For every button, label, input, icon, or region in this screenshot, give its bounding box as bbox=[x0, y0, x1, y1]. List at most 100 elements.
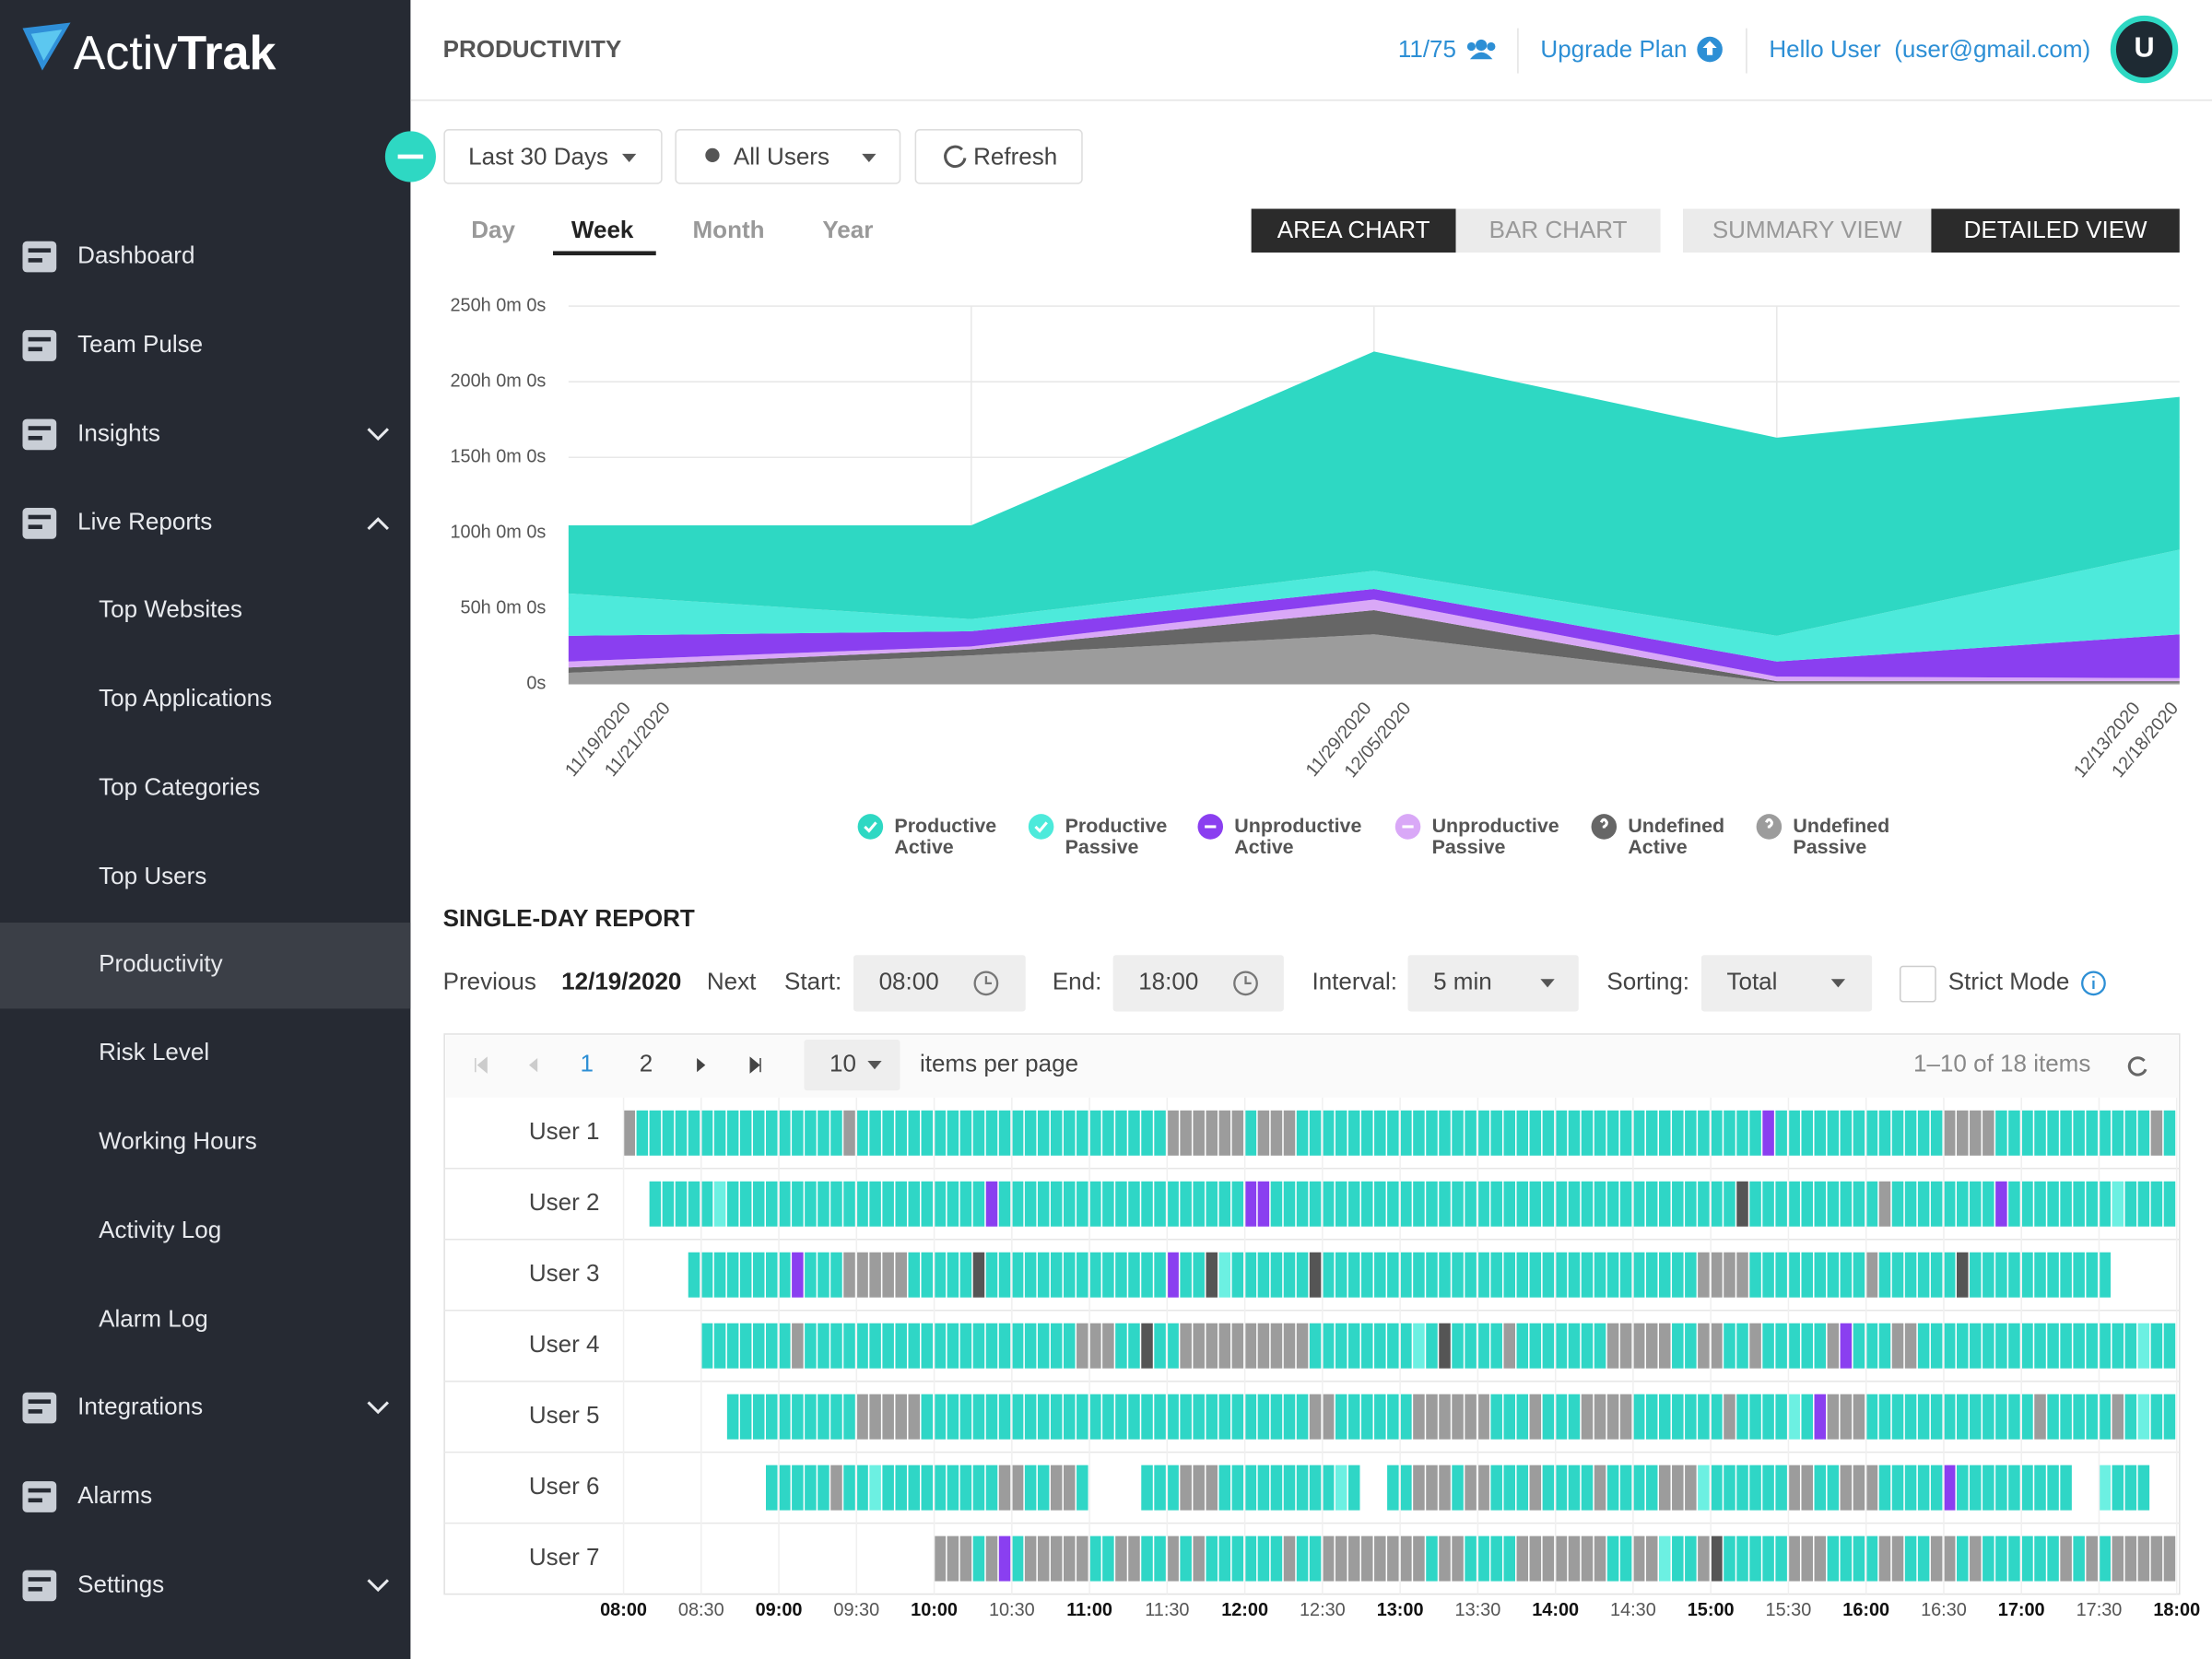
toggle[interactable] bbox=[1251, 208, 1456, 253]
activity-block bbox=[1218, 1323, 1231, 1369]
activity-block bbox=[1387, 1323, 1399, 1369]
legend-icon[interactable] bbox=[1028, 814, 1054, 840]
interval-select[interactable] bbox=[1407, 955, 1579, 1012]
nav-item[interactable]: Team Pulse bbox=[77, 330, 203, 358]
activity-block bbox=[1077, 1252, 1088, 1298]
user-name[interactable]: User 5 bbox=[529, 1401, 600, 1429]
next-link[interactable]: Next bbox=[707, 968, 757, 995]
activity-block bbox=[1011, 1110, 1024, 1156]
period-tab[interactable]: Year bbox=[822, 216, 873, 243]
activity-block bbox=[1361, 1181, 1373, 1227]
user-name[interactable]: User 6 bbox=[529, 1472, 600, 1500]
pager-page[interactable]: 1 bbox=[581, 1049, 594, 1077]
activity-block bbox=[1154, 1110, 1166, 1156]
start-input[interactable] bbox=[853, 955, 1026, 1012]
sorting-select[interactable] bbox=[1700, 955, 1873, 1012]
period-tab[interactable]: Day bbox=[471, 216, 515, 243]
grid-refresh[interactable] bbox=[2127, 1056, 2147, 1077]
activity-block bbox=[1827, 1465, 1840, 1511]
upgrade-link[interactable]: Upgrade Plan bbox=[1540, 35, 1687, 63]
activity-block bbox=[1077, 1535, 1088, 1582]
toggle[interactable] bbox=[1931, 208, 2180, 253]
activity-block bbox=[2086, 1181, 2098, 1227]
activity-block bbox=[1840, 1323, 1853, 1369]
end-input[interactable] bbox=[1112, 955, 1284, 1012]
nav-item[interactable]: Insights bbox=[77, 418, 160, 446]
nav-item[interactable]: Productivity bbox=[99, 949, 222, 977]
pager-next[interactable] bbox=[697, 1057, 706, 1073]
activity-block bbox=[1322, 1181, 1335, 1227]
activity-block bbox=[1865, 1323, 1878, 1369]
nav-item[interactable]: Activity Log bbox=[99, 1216, 221, 1243]
nav-item[interactable]: Top Categories bbox=[99, 772, 260, 800]
pager-last[interactable] bbox=[749, 1056, 761, 1074]
activity-block bbox=[1865, 1252, 1878, 1298]
activity-block bbox=[1347, 1323, 1360, 1369]
strict-checkbox[interactable] bbox=[1899, 965, 1936, 1003]
activity-block bbox=[908, 1323, 920, 1369]
user-name[interactable]: User 3 bbox=[529, 1259, 600, 1287]
pager-prev[interactable] bbox=[528, 1057, 538, 1073]
nav-item[interactable]: Top Applications bbox=[99, 684, 272, 712]
user-greeting[interactable]: Hello User (user@gmail.com) bbox=[1769, 35, 2090, 63]
activity-block bbox=[2008, 1394, 2020, 1440]
activity-block bbox=[1128, 1323, 1140, 1369]
activity-block bbox=[1231, 1465, 1244, 1511]
activity-block bbox=[1231, 1535, 1244, 1582]
nav-item[interactable]: Live Reports bbox=[77, 508, 212, 535]
activity-block bbox=[1878, 1323, 1891, 1369]
activity-block bbox=[1995, 1394, 2007, 1440]
filter-button[interactable] bbox=[914, 129, 1083, 184]
filter-button[interactable] bbox=[675, 129, 901, 184]
activity-block bbox=[2137, 1465, 2150, 1511]
activity-block bbox=[2021, 1465, 2033, 1511]
pager-page[interactable]: 2 bbox=[640, 1049, 653, 1077]
period-tab[interactable]: Week bbox=[571, 216, 634, 243]
activity-block bbox=[1452, 1465, 1464, 1511]
pager-first[interactable] bbox=[475, 1056, 488, 1074]
toggle[interactable] bbox=[1455, 208, 1661, 253]
activity-block bbox=[726, 1110, 739, 1156]
activity-block bbox=[1749, 1110, 1761, 1156]
user-name[interactable]: User 2 bbox=[529, 1188, 600, 1216]
nav-item[interactable]: Top Websites bbox=[99, 595, 242, 623]
activity-block bbox=[1555, 1110, 1568, 1156]
activity-block bbox=[972, 1181, 985, 1227]
nav-item[interactable]: Risk Level bbox=[99, 1038, 209, 1065]
nav-icon-detail bbox=[28, 524, 42, 529]
toggle[interactable] bbox=[1683, 208, 1932, 253]
activity-block bbox=[766, 1394, 778, 1440]
nav-item[interactable]: Top Users bbox=[99, 862, 206, 889]
activity-block bbox=[1672, 1110, 1684, 1156]
nav-item[interactable]: Working Hours bbox=[99, 1127, 257, 1155]
activity-block bbox=[752, 1181, 765, 1227]
y-tick-label: 250h 0m 0s bbox=[450, 295, 546, 315]
license-count[interactable]: 11/75 bbox=[1398, 35, 1456, 63]
legend-icon[interactable] bbox=[857, 814, 884, 840]
nav-item[interactable]: Settings bbox=[77, 1570, 164, 1597]
activity-block bbox=[1102, 1535, 1114, 1582]
filter-button[interactable] bbox=[443, 129, 663, 184]
activity-block bbox=[1387, 1252, 1399, 1298]
period-tab[interactable]: Month bbox=[693, 216, 765, 243]
nav-item[interactable]: Alarms bbox=[77, 1481, 152, 1509]
activity-block bbox=[1141, 1535, 1153, 1582]
nav-item[interactable]: Alarm Log bbox=[99, 1305, 208, 1333]
clock-hands bbox=[984, 976, 993, 984]
user-name[interactable]: User 7 bbox=[529, 1543, 600, 1571]
nav-item[interactable]: Integrations bbox=[77, 1392, 203, 1419]
previous-link[interactable]: Previous bbox=[443, 968, 536, 995]
nav-item[interactable]: Dashboard bbox=[77, 241, 194, 268]
user-name[interactable]: User 1 bbox=[529, 1117, 600, 1145]
activity-block bbox=[1775, 1535, 1787, 1582]
activity-block bbox=[1904, 1110, 1917, 1156]
activity-block bbox=[688, 1252, 700, 1298]
activity-block bbox=[1814, 1323, 1827, 1369]
per-page-select[interactable] bbox=[804, 1040, 900, 1091]
activity-block bbox=[2008, 1535, 2020, 1582]
activity-block bbox=[675, 1110, 688, 1156]
user-name[interactable]: User 4 bbox=[529, 1330, 600, 1358]
activity-block bbox=[2047, 1110, 2059, 1156]
toggle-label: BAR CHART bbox=[1489, 216, 1628, 243]
avatar[interactable] bbox=[2115, 20, 2173, 78]
